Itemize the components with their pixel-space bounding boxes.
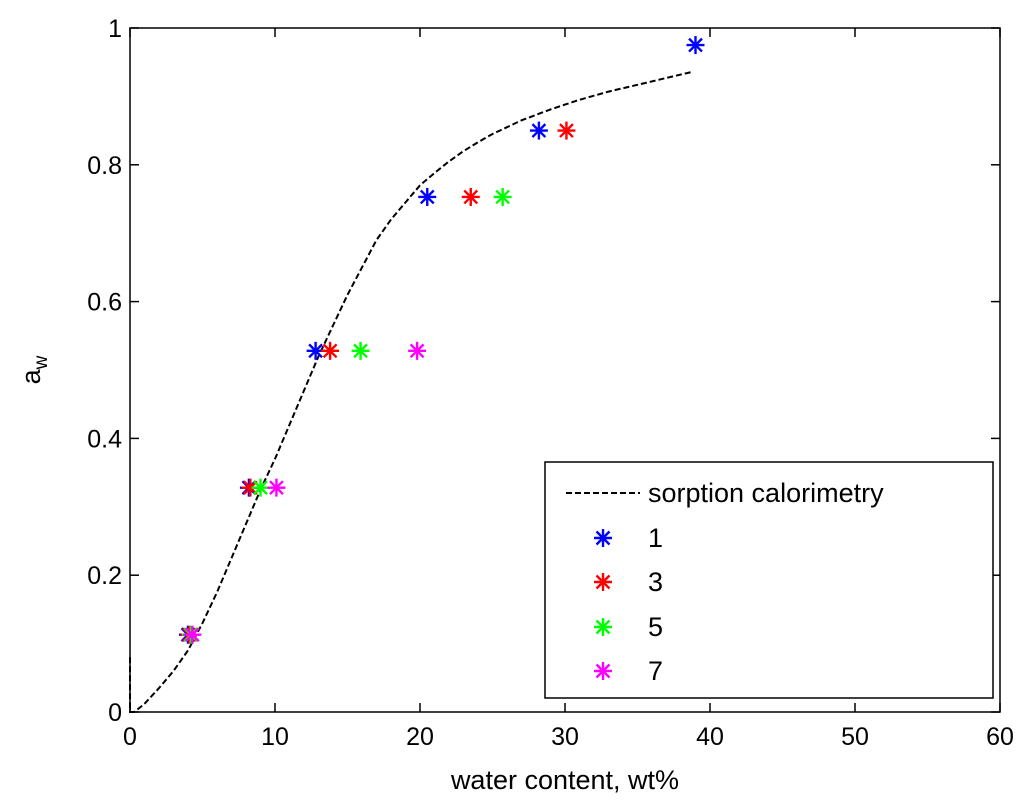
y-axis-label: aw: [16, 355, 52, 384]
data-point-series-1: [418, 188, 436, 206]
data-point-series-7: [267, 479, 285, 497]
legend-marker-series-1: [594, 529, 612, 547]
y-axis-label-base: a: [16, 368, 46, 384]
legend-label-series-1: 1: [648, 523, 663, 553]
x-tick-label: 10: [261, 723, 289, 751]
data-point-series-1: [530, 122, 548, 140]
legend-marker-series-7: [594, 662, 612, 680]
data-point-series-3: [462, 188, 480, 206]
data-point-series-7: [408, 342, 426, 360]
y-tick-label: 0.2: [87, 562, 122, 590]
legend-marker-series-5: [594, 618, 612, 636]
y-tick-label: 0.8: [87, 152, 122, 180]
y-tick-label: 0.6: [87, 289, 122, 317]
legend-label-series-7: 7: [648, 656, 663, 686]
data-point-series-3: [321, 342, 339, 360]
data-point-series-5: [352, 342, 370, 360]
x-axis-label: water content, wt%: [450, 765, 679, 795]
data-point-series-1: [687, 36, 705, 54]
data-point-series-5: [252, 479, 270, 497]
y-tick-label: 0: [108, 699, 122, 727]
x-tick-label: 60: [986, 723, 1014, 751]
data-point-series-5: [494, 188, 512, 206]
x-tick-label: 50: [841, 723, 869, 751]
legend-label-series-5: 5: [648, 612, 663, 642]
legend-label-series-3: 3: [648, 567, 663, 597]
data-point-series-7: [183, 626, 201, 644]
x-tick-label: 0: [123, 723, 137, 751]
x-tick-label: 30: [551, 723, 579, 751]
legend-marker-series-3: [594, 573, 612, 591]
y-tick-label: 1: [108, 15, 122, 43]
x-tick-label: 40: [696, 723, 724, 751]
y-axis-label-subscript: w: [31, 355, 52, 370]
y-tick-label: 0.4: [87, 425, 122, 453]
legend-label-sorption-calorimetry: sorption calorimetry: [648, 478, 884, 508]
x-tick-label: 20: [406, 723, 434, 751]
legend: sorption calorimetry 1 3 5 7: [545, 462, 993, 698]
data-point-series-3: [557, 122, 575, 140]
